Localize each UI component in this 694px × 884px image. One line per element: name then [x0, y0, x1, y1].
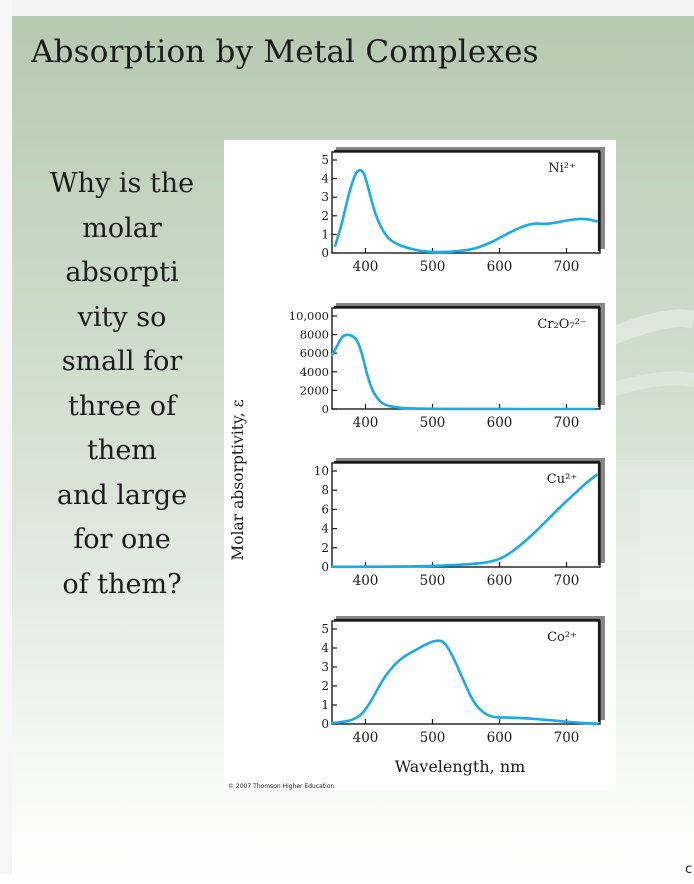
y-tick-label: 4 [321, 641, 329, 655]
window-bottom-bar [0, 874, 694, 884]
x-tick-label: 400 [353, 730, 379, 746]
copyright-credit: © 2007 Thomson Higher Education [228, 783, 334, 790]
question-line: for one [73, 524, 171, 555]
series-label: Cu²⁺ [547, 472, 577, 487]
panel-frame [331, 151, 601, 254]
slide-question: Why is the molar absorpti vity so small … [28, 162, 216, 607]
x-tick-label: 400 [353, 573, 379, 589]
absorption-curve [334, 168, 598, 254]
series-label: Cr₂O₇²⁻ [537, 317, 586, 332]
series-label: Ni²⁺ [548, 161, 576, 176]
y-axis-label: Molar absorptivity, ε [229, 399, 247, 560]
y-tick-label: 4 [321, 522, 329, 536]
absorption-spectra-figure: Molar absorptivity, ε Wavelength, nm © 2… [224, 140, 616, 790]
x-tick-label: 400 [353, 415, 379, 431]
x-tick-label: 700 [554, 573, 580, 589]
question-line: vity so [77, 301, 167, 333]
question-line: them [87, 435, 157, 466]
y-tick-label: 6 [321, 502, 329, 516]
absorption-curve [330, 473, 598, 569]
panel-frame [331, 620, 601, 725]
x-tick-label: 600 [487, 573, 513, 589]
question-line: and large [56, 479, 188, 511]
y-tick-label: 4 [321, 172, 329, 186]
corner-glyph: c [685, 862, 693, 877]
spectrum-panel-4: 0 1 2 3 4 5 400 500 600 700 Co²⁺ [321, 616, 605, 746]
y-tick-label: 0 [321, 717, 329, 731]
x-tick-label: 600 [487, 730, 513, 746]
question-line: molar [82, 212, 162, 244]
x-tick-label: 700 [554, 730, 580, 746]
y-tick-label: 2000 [300, 383, 329, 397]
slide-title: Absorption by Metal Complexes [31, 34, 539, 70]
y-tick-label: 0 [321, 560, 329, 574]
question-line: small for [61, 346, 183, 377]
window-left-edge [0, 0, 12, 884]
y-tick-label: 8 [321, 483, 329, 497]
x-tick-label: 500 [420, 415, 446, 431]
x-tick-label: 700 [554, 259, 580, 275]
y-tick-label: 3 [321, 190, 329, 204]
y-tick-label: 2 [321, 209, 329, 223]
question-line: of them? [62, 568, 182, 600]
y-tick-label: 4000 [300, 365, 329, 379]
y-tick-label: 2 [321, 541, 329, 555]
x-tick-label: 500 [420, 259, 446, 275]
panel-frame-top [334, 149, 601, 251]
absorption-curve [330, 333, 595, 411]
y-tick-label: 3 [321, 660, 329, 674]
y-tick-label: 5 [321, 622, 329, 636]
spectrum-panel-3: 0 2 4 6 8 10 400 500 600 700 Cu²⁺ [314, 458, 605, 589]
spectrum-panel-1: 0 1 2 3 4 5 400 500 600 700 Ni²⁺ [321, 147, 605, 275]
x-tick-label: 600 [487, 259, 513, 275]
window-top-bar [0, 0, 694, 16]
spectra-svg: Molar absorptivity, ε Wavelength, nm © 2… [228, 147, 605, 790]
y-tick-label: 0 [322, 402, 329, 416]
y-tick-label: 10,000 [289, 309, 329, 323]
y-tick-label: 5 [321, 153, 329, 167]
series-label: Co²⁺ [547, 630, 577, 645]
panel-frame-top [334, 618, 601, 722]
y-tick-label: 8000 [300, 328, 329, 342]
x-tick-label: 700 [554, 415, 580, 431]
x-tick-label: 400 [353, 259, 379, 275]
spectrum-panel-2: 0 2000 4000 6000 8000 10,000 400 500 600 700 Cr₂O₇… [289, 303, 605, 431]
question-line: three of [68, 390, 176, 422]
panel-frame-top [334, 460, 601, 565]
y-tick-label: 2 [321, 679, 329, 693]
y-tick-label: 1 [321, 227, 329, 241]
panel-frame [331, 307, 601, 410]
x-tick-label: 500 [420, 573, 446, 589]
absorption-curve [330, 639, 598, 725]
x-axis-label: Wavelength, nm [395, 757, 526, 776]
y-tick-label: 6000 [300, 346, 329, 360]
y-tick-label: 10 [314, 464, 329, 478]
x-tick-label: 500 [420, 730, 446, 746]
y-tick-label: 1 [321, 698, 329, 712]
y-tick-label: 0 [321, 246, 329, 260]
panel-frame-top [334, 305, 601, 407]
x-tick-label: 600 [487, 415, 513, 431]
question-line: absorpti [65, 257, 179, 288]
question-line: Why is the [49, 168, 195, 199]
